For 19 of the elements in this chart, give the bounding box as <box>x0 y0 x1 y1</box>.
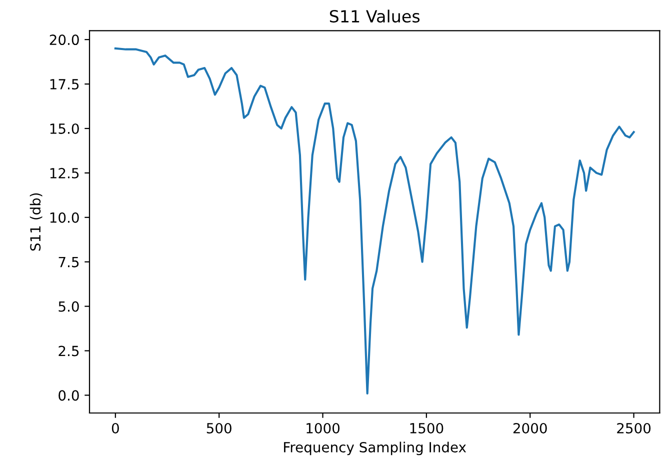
y-tick-label: 12.5 <box>50 168 79 178</box>
x-tick-label: 1000 <box>306 422 340 434</box>
x-tick-label: 500 <box>206 422 232 434</box>
y-tick-label: 10.0 <box>50 212 79 223</box>
x-tick-label: 1500 <box>410 422 444 434</box>
x-tick-label: 2500 <box>617 422 651 434</box>
y-axis-title: S11 (db) <box>30 193 42 251</box>
chart-title: S11 Values <box>330 10 420 23</box>
y-tick-label: 0.0 <box>58 390 79 401</box>
y-tick-label: 15.0 <box>50 123 79 134</box>
line-series <box>114 47 635 394</box>
y-tick-label: 7.5 <box>58 257 79 268</box>
y-tick-label: 2.5 <box>58 346 79 356</box>
x-axis-title: Frequency Sampling Index <box>284 442 466 456</box>
y-tick-label: 5.0 <box>58 301 79 312</box>
y-tick-label: 20.0 <box>50 34 79 46</box>
y-tick-label: 17.5 <box>50 79 79 90</box>
x-tick-label: 2000 <box>513 422 547 434</box>
x-tick-label: 0 <box>112 422 119 434</box>
